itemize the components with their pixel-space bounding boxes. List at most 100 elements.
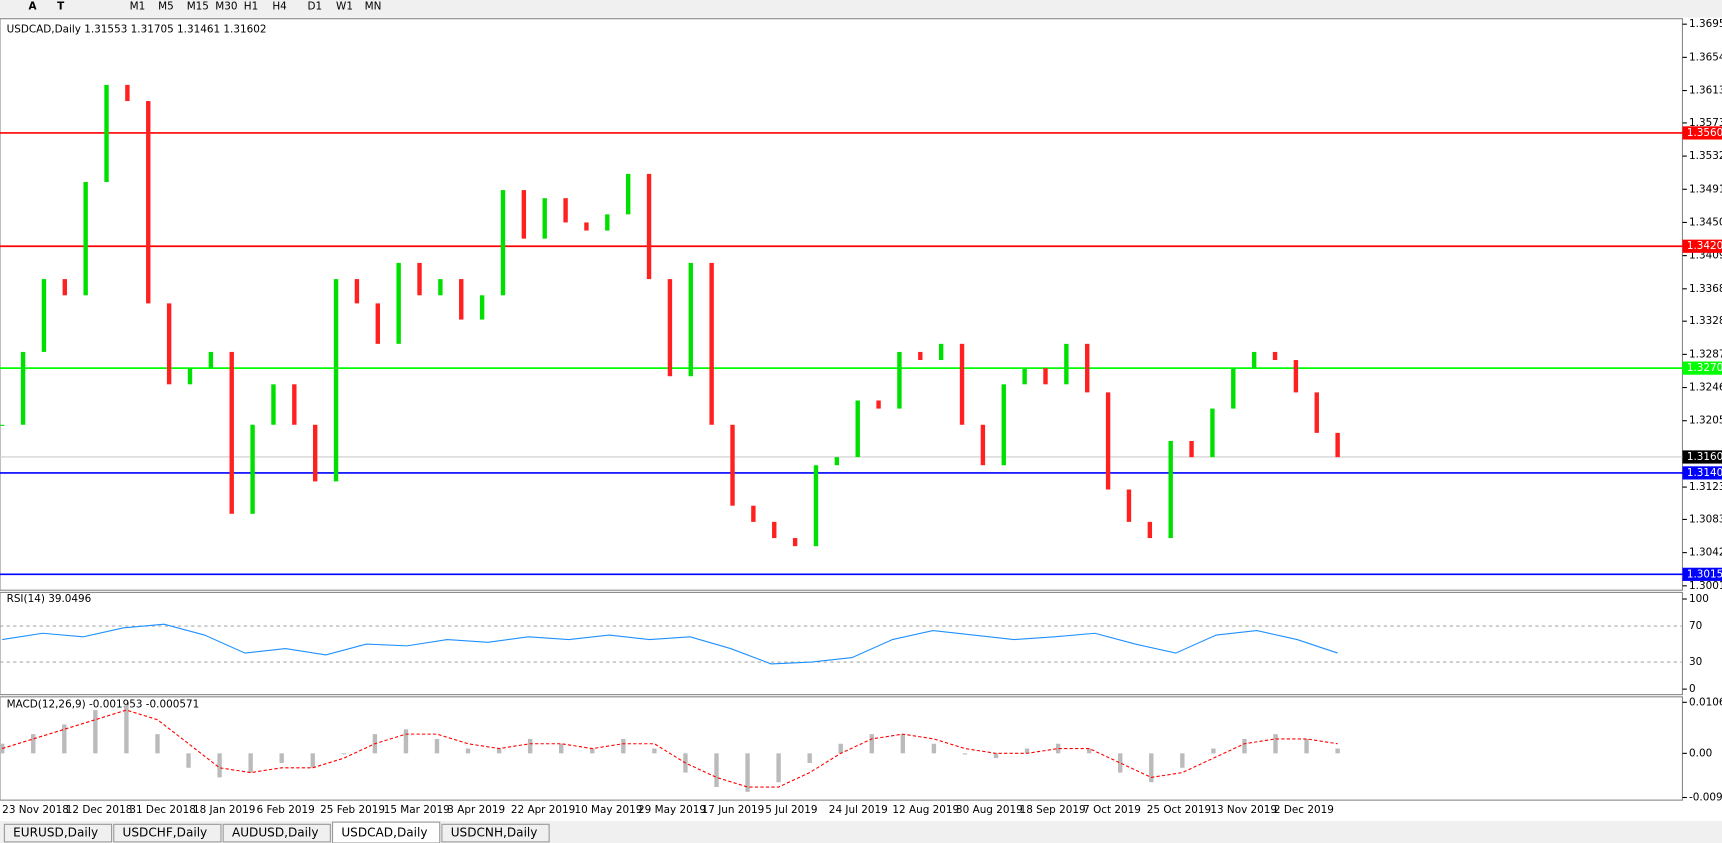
tab-label[interactable]: USDCHF,Daily — [123, 826, 208, 840]
y-tick-label: 1.32460 — [1689, 382, 1722, 394]
level-box — [1682, 361, 1722, 375]
candle — [312, 424, 318, 482]
candle — [354, 279, 360, 304]
macd-bar — [1335, 748, 1340, 754]
y-tick-label: 1.33680 — [1689, 283, 1722, 295]
y-tick-label: 1.33280 — [1689, 315, 1722, 327]
y-tick-label: 1.34910 — [1689, 183, 1722, 195]
date-label: 24 Jul 2019 — [829, 804, 888, 816]
y-tick-label: 1.30830 — [1689, 513, 1722, 525]
macd-bar — [962, 753, 968, 755]
y-tick-label: 1.35730 — [1689, 117, 1722, 129]
level-label: 1.32700 — [1687, 362, 1722, 374]
macd-bar — [1211, 748, 1216, 754]
date-label: 2 Dec 2019 — [1274, 804, 1334, 816]
rsi-panel — [0, 591, 1684, 696]
timeframe-button[interactable]: M30 — [215, 1, 237, 13]
candle — [521, 190, 527, 239]
candle — [959, 343, 965, 425]
macd-bar — [217, 753, 222, 778]
macd-bar — [652, 748, 657, 754]
timeframe-button[interactable]: M15 — [187, 1, 209, 13]
tool-icon[interactable]: T — [57, 1, 65, 13]
timeframe-button[interactable]: D1 — [308, 1, 323, 13]
macd-bar — [186, 753, 191, 768]
macd-bar — [1304, 738, 1309, 754]
tab[interactable] — [3, 823, 113, 843]
macd-bar — [590, 748, 595, 754]
rsi-tick-label: 30 — [1689, 656, 1702, 668]
date-label: 29 May 2019 — [638, 804, 706, 816]
candle — [1126, 489, 1132, 522]
macd-bar — [1273, 734, 1278, 754]
candle — [271, 384, 276, 425]
date-label: 25 Feb 2019 — [320, 804, 385, 816]
candle — [772, 521, 777, 539]
candle — [292, 384, 297, 425]
candle — [83, 181, 88, 296]
timeframe-button[interactable]: W1 — [336, 1, 353, 13]
y-tick-label: 1.36130 — [1689, 85, 1722, 97]
level-box — [1682, 466, 1722, 480]
candle — [1272, 351, 1278, 361]
candle — [166, 303, 172, 385]
tab-label[interactable]: EURUSD,Daily — [13, 826, 98, 840]
candle — [542, 198, 547, 239]
level-label: 1.35606 — [1687, 127, 1722, 139]
timeframe-button[interactable]: H4 — [272, 1, 287, 13]
macd-bar — [434, 738, 440, 754]
timeframe-button[interactable]: MN — [365, 1, 382, 13]
tab[interactable] — [113, 823, 222, 843]
macd-bar — [341, 753, 347, 755]
macd-bar — [776, 753, 781, 783]
macd-tick-label: -0.00918 — [1689, 791, 1722, 803]
level-label: 1.30152 — [1687, 568, 1722, 580]
tab-label[interactable]: USDCNH,Daily — [451, 826, 538, 840]
macd-bar — [496, 748, 502, 754]
candle — [730, 424, 735, 506]
date-label: 10 May 2019 — [574, 804, 642, 816]
timeframe-button[interactable]: M5 — [158, 1, 174, 13]
candle — [479, 295, 485, 320]
candle — [333, 279, 339, 482]
candle — [438, 279, 443, 296]
candle — [459, 279, 464, 320]
candle — [625, 173, 631, 215]
tab[interactable] — [331, 821, 441, 843]
macd-bar — [931, 743, 937, 754]
candle — [834, 457, 840, 466]
date-label: 7 Oct 2019 — [1083, 804, 1141, 816]
level-box — [1682, 126, 1722, 140]
date-label: 12 Dec 2018 — [66, 804, 133, 816]
tab[interactable] — [222, 823, 331, 843]
candle — [1189, 440, 1194, 458]
candle — [146, 101, 151, 304]
macd-bar — [807, 753, 812, 763]
tool-icon[interactable]: A — [29, 1, 38, 13]
level-label: 1.31405 — [1687, 467, 1722, 479]
candle — [1147, 521, 1153, 539]
timeframe-button[interactable]: H1 — [244, 1, 258, 13]
date-label: 17 Jun 2019 — [702, 804, 765, 816]
y-tick-label: 1.32870 — [1689, 348, 1722, 360]
candle — [792, 538, 798, 547]
candle — [1231, 368, 1236, 409]
candle — [1251, 351, 1257, 369]
candle — [1210, 408, 1215, 458]
date-label: 3 Apr 2019 — [447, 804, 505, 816]
candle — [813, 465, 819, 547]
candle — [1314, 392, 1319, 433]
candle — [1064, 343, 1069, 385]
candle — [1085, 343, 1090, 393]
tab[interactable] — [441, 823, 550, 843]
tab-label[interactable]: AUDUSD,Daily — [232, 826, 319, 840]
macd-tick-label: 0.010615 — [1689, 696, 1722, 708]
candle — [1335, 432, 1340, 458]
tab-label[interactable]: USDCAD,Daily — [341, 826, 427, 840]
date-label: 18 Jan 2019 — [193, 804, 255, 816]
timeframe-button[interactable]: M1 — [130, 1, 146, 13]
price-panel — [0, 18, 1684, 591]
macd-bar — [1118, 753, 1123, 773]
candle — [918, 351, 923, 361]
